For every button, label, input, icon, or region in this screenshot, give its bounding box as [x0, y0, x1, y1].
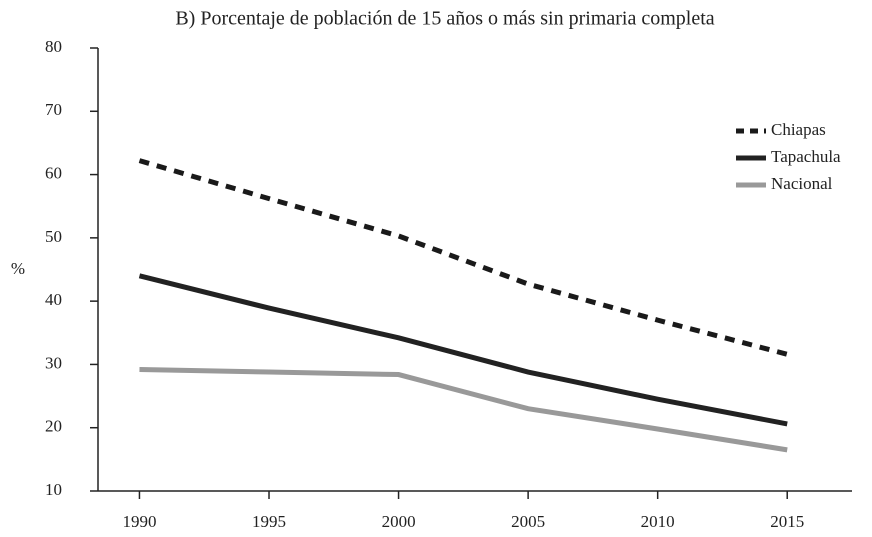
- x-tick-label: 1990: [122, 512, 156, 531]
- chart-title: B) Porcentaje de población de 15 años o …: [175, 8, 714, 30]
- legend-label: Nacional: [771, 174, 833, 193]
- x-tick-label: 2015: [770, 512, 804, 531]
- y-tick-label: 60: [45, 163, 62, 182]
- y-tick-label: 40: [45, 290, 62, 309]
- y-tick-label: 70: [45, 100, 62, 119]
- y-tick-label: 10: [45, 480, 62, 499]
- x-tick-label: 2000: [382, 512, 416, 531]
- legend-label: Chiapas: [771, 120, 826, 139]
- y-tick-label: 30: [45, 353, 62, 372]
- x-tick-label: 2005: [511, 512, 545, 531]
- series-line: [139, 366, 788, 453]
- legend-label: Tapachula: [771, 147, 841, 166]
- series-line: [138, 273, 788, 427]
- y-tick-label: 50: [45, 227, 62, 246]
- series-line: [138, 158, 788, 357]
- y-tick-label: 80: [45, 37, 62, 56]
- x-tick-label: 1995: [252, 512, 286, 531]
- y-axis-label: %: [11, 259, 25, 278]
- y-tick-label: 20: [45, 417, 62, 436]
- x-tick-label: 2010: [641, 512, 675, 531]
